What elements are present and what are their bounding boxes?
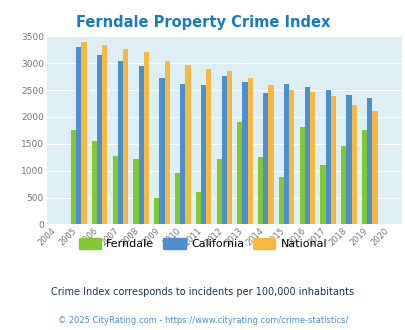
Bar bbox=[371, 111, 377, 224]
Bar bbox=[247, 78, 252, 224]
Bar bbox=[123, 49, 128, 224]
Bar bbox=[195, 192, 200, 224]
Bar bbox=[76, 47, 81, 224]
Bar bbox=[361, 130, 366, 224]
Bar bbox=[340, 146, 345, 224]
Bar bbox=[262, 93, 268, 224]
Bar bbox=[200, 85, 206, 224]
Bar bbox=[284, 83, 288, 224]
Bar bbox=[345, 95, 351, 224]
Bar bbox=[97, 55, 102, 224]
Bar bbox=[278, 177, 284, 224]
Bar bbox=[138, 66, 143, 224]
Bar bbox=[304, 87, 309, 224]
Text: Ferndale Property Crime Index: Ferndale Property Crime Index bbox=[76, 15, 329, 30]
Text: Crime Index corresponds to incidents per 100,000 inhabitants: Crime Index corresponds to incidents per… bbox=[51, 287, 354, 297]
Bar bbox=[221, 76, 226, 224]
Bar bbox=[81, 42, 87, 224]
Bar bbox=[299, 127, 304, 224]
Bar bbox=[154, 198, 159, 224]
Bar bbox=[325, 90, 330, 224]
Bar bbox=[309, 92, 314, 224]
Bar bbox=[320, 165, 325, 224]
Bar bbox=[133, 159, 138, 224]
Bar bbox=[351, 105, 356, 224]
Bar bbox=[268, 85, 273, 224]
Bar bbox=[180, 83, 185, 224]
Bar bbox=[330, 96, 335, 224]
Bar bbox=[226, 71, 232, 224]
Bar bbox=[102, 46, 107, 224]
Bar bbox=[242, 82, 247, 224]
Bar bbox=[175, 173, 180, 224]
Bar bbox=[112, 156, 117, 224]
Bar bbox=[288, 90, 294, 224]
Bar bbox=[366, 98, 371, 224]
Bar bbox=[164, 61, 169, 224]
Legend: Ferndale, California, National: Ferndale, California, National bbox=[74, 234, 331, 253]
Bar bbox=[216, 159, 221, 224]
Text: © 2025 CityRating.com - https://www.cityrating.com/crime-statistics/: © 2025 CityRating.com - https://www.city… bbox=[58, 315, 347, 325]
Bar bbox=[143, 52, 149, 224]
Bar bbox=[237, 122, 242, 224]
Bar bbox=[206, 69, 211, 224]
Bar bbox=[159, 78, 164, 224]
Bar bbox=[92, 141, 97, 224]
Bar bbox=[258, 157, 262, 224]
Bar bbox=[185, 65, 190, 224]
Bar bbox=[71, 130, 76, 224]
Bar bbox=[117, 61, 123, 224]
